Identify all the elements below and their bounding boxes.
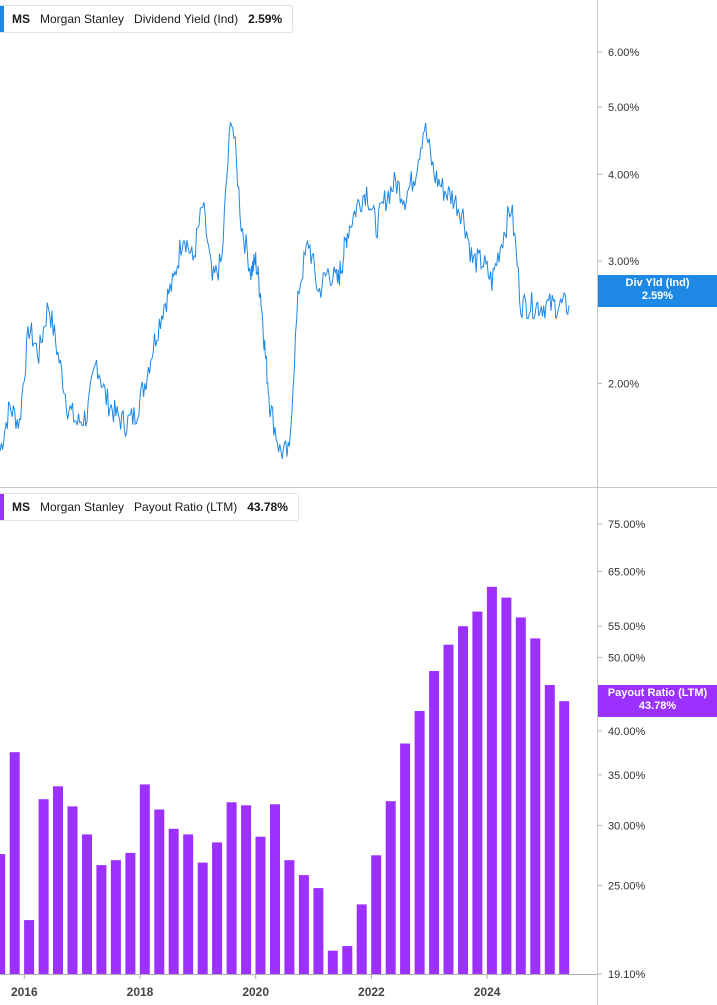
payout-bar [125, 852, 136, 974]
y-tick-label: 75.00% [608, 519, 646, 531]
y-tick-label: 5.00% [608, 102, 639, 114]
tag-label: Payout Ratio (LTM) [607, 687, 708, 699]
x-tick-label: 2024 [474, 985, 501, 999]
series-color-swatch [0, 6, 4, 32]
payout-bar [110, 860, 121, 974]
payout-bar [212, 842, 223, 974]
y-axis-line [597, 0, 598, 1005]
payout-bar [298, 875, 309, 974]
payout-ratio-legend[interactable]: MS Morgan Stanley Payout Ratio (LTM) 43.… [0, 493, 299, 521]
payout-bar [9, 752, 20, 974]
legend-company-name: Morgan Stanley [40, 500, 125, 514]
legend-metric: Dividend Yield (Ind) [134, 12, 239, 26]
y-tick-label: 30.00% [608, 821, 646, 833]
payout-bar [400, 743, 411, 974]
payout-bar [356, 904, 367, 974]
payout-bar [530, 638, 541, 974]
tag-label: Div Yld (Ind) [625, 277, 690, 289]
payout-bar [154, 809, 165, 974]
y-tick-label: 55.00% [608, 621, 646, 633]
payout-bar [443, 644, 454, 974]
payout-bar [313, 888, 324, 974]
legend-metric: Payout Ratio (LTM) [134, 500, 238, 514]
payout-ratio-chart: 19.10% 25.00% 30.00% 35.00% 40.00% 50.00% 55.0… [0, 519, 646, 999]
legend-company-name: Morgan Stanley [40, 12, 125, 26]
legend-value: 43.78% [247, 500, 288, 514]
payout-bar [67, 806, 78, 974]
y-tick-label: 35.00% [608, 770, 646, 782]
payout-bar [327, 950, 338, 974]
x-tick-label: 2022 [358, 985, 385, 999]
payout-bar [284, 860, 295, 974]
payout-bar [96, 865, 107, 974]
y-tick-label: 40.00% [608, 726, 646, 738]
payout-bar [385, 801, 396, 974]
dividend-yield-legend[interactable]: MS Morgan Stanley Dividend Yield (Ind) 2… [0, 5, 294, 33]
payout-bar [472, 611, 483, 974]
legend-ticker: MS [12, 12, 30, 26]
payout-bar [486, 586, 497, 974]
payout-bar [168, 828, 179, 974]
x-tick-label: 2018 [127, 985, 154, 999]
payout-bar [82, 834, 92, 974]
current-yield-tag: Div Yld (Ind) 2.59% [598, 275, 717, 307]
payout-bar [515, 617, 526, 974]
payout-bar [414, 711, 425, 974]
payout-bar [139, 784, 150, 974]
payout-bar [501, 597, 512, 974]
current-payout-tag: Payout Ratio (LTM) 43.78% [598, 685, 717, 717]
tag-value: 2.59% [641, 290, 674, 302]
payout-bar [183, 834, 194, 974]
y-tick-label: 4.00% [608, 169, 639, 181]
payout-ratio-panel: 19.10% 25.00% 30.00% 35.00% 40.00% 50.00% 55.0… [0, 489, 717, 1005]
payout-bar [544, 685, 555, 974]
dividend-yield-line [0, 122, 570, 459]
y-tick-label: 3.00% [608, 256, 639, 268]
tag-value: 43.78% [638, 700, 677, 712]
payout-bar [342, 946, 353, 974]
panel-divider [0, 487, 717, 488]
legend-value: 2.59% [248, 12, 283, 26]
payout-bar [197, 862, 208, 974]
y-tick-label: 25.00% [608, 880, 646, 892]
x-tick-label: 2016 [11, 985, 38, 999]
y-tick-label: 6.00% [608, 47, 639, 59]
payout-bar [53, 786, 63, 974]
y-tick-label: 19.10% [608, 969, 646, 981]
x-tick-label: 2020 [242, 985, 269, 999]
payout-bar [270, 804, 280, 974]
payout-bar [226, 802, 237, 974]
y-tick-label: 2.00% [608, 378, 639, 390]
dividend-yield-chart: 2.00% 3.00% 4.00% 5.00% 6.00% [0, 47, 639, 459]
y-tick-label: 65.00% [608, 566, 646, 578]
payout-bar [38, 799, 49, 974]
payout-bar [559, 701, 570, 974]
y-tick-label: 50.00% [608, 653, 646, 665]
payout-bar [0, 854, 6, 974]
payout-bar [24, 920, 35, 974]
payout-bar [458, 626, 468, 974]
payout-bar [241, 805, 252, 974]
legend-ticker: MS [12, 500, 30, 514]
dividend-yield-panel: 2.00% 3.00% 4.00% 5.00% 6.00% MS Morgan Stan… [0, 0, 717, 488]
payout-bar [429, 671, 440, 974]
payout-bar [255, 836, 266, 974]
series-color-swatch [0, 494, 4, 520]
payout-bar [371, 855, 382, 974]
